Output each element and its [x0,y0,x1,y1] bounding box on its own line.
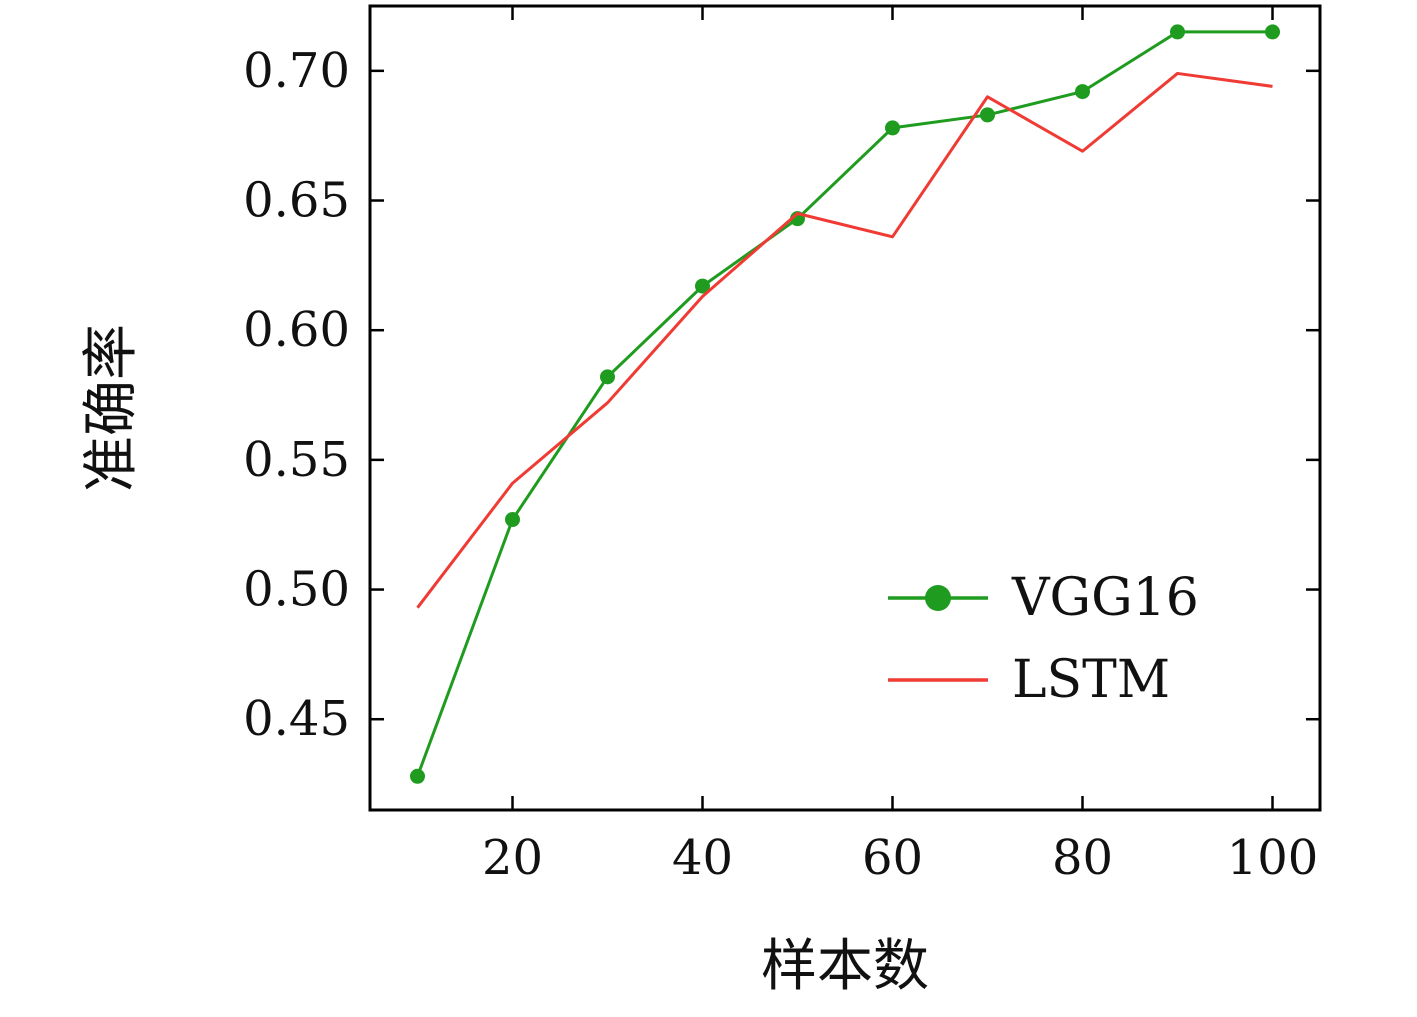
series-marker-vgg16 [1265,24,1280,40]
x-tick-label: 80 [1052,830,1113,886]
y-tick-label: 0.65 [243,173,350,229]
legend-label-vgg16: VGG16 [1011,568,1199,628]
series-marker-vgg16 [980,107,995,123]
series-marker-vgg16 [410,768,425,784]
plot-frame [368,4,1322,812]
legend-label-lstm: LSTM [1012,650,1170,710]
x-axis-label: 样本数 [761,934,929,999]
x-tick-label: 60 [862,830,923,886]
series-marker-vgg16 [505,512,520,528]
y-axis-label: 准确率 [79,324,144,492]
legend-marker-vgg16 [925,585,951,611]
y-tick-label: 0.55 [243,432,350,488]
x-tick-label: 40 [672,830,733,886]
series-marker-vgg16 [600,369,615,385]
series-marker-vgg16 [695,278,710,294]
series-line-lstm [416,71,1273,609]
y-tick-label: 0.45 [243,691,350,747]
x-tick-label: 100 [1227,830,1319,886]
x-tick-label: 20 [482,830,543,886]
series-line-vgg16 [416,30,1273,777]
y-tick-label: 0.70 [243,43,350,99]
series-marker-vgg16 [1170,24,1185,40]
series-marker-vgg16 [1075,84,1090,100]
y-tick-label: 0.50 [243,562,350,618]
y-tick-label: 0.60 [243,302,350,358]
series-marker-vgg16 [885,120,900,136]
